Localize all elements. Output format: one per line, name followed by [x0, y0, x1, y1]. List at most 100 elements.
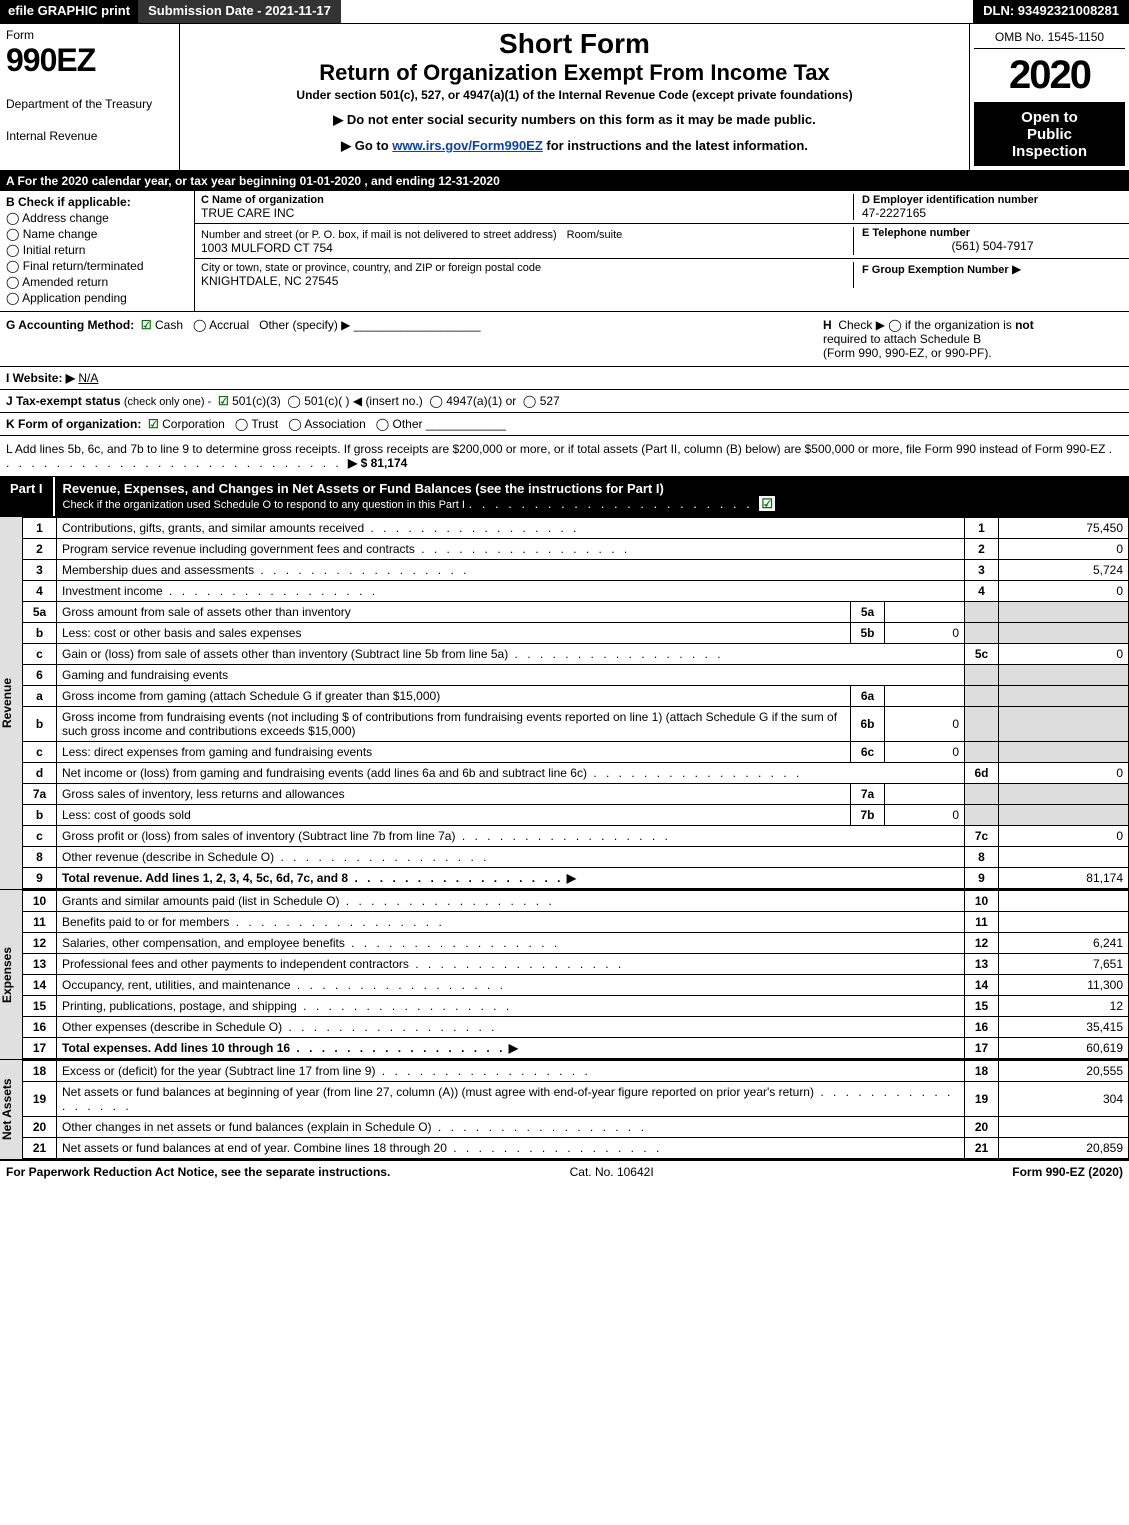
line-row: dNet income or (loss) from gaming and fu…	[23, 763, 1129, 784]
chk-address[interactable]: ◯ Address change	[6, 211, 188, 225]
h-text1: Check ▶ ◯ if the organization is	[838, 318, 1011, 332]
mid-amount: 0	[885, 742, 965, 763]
expenses-block: Expenses 10Grants and similar amounts pa…	[0, 890, 1129, 1060]
line-desc: Net income or (loss) from gaming and fun…	[57, 763, 965, 784]
right-amount: 0	[999, 644, 1129, 665]
line-row: 1Contributions, gifts, grants, and simil…	[23, 518, 1129, 539]
line-row: 9Total revenue. Add lines 1, 2, 3, 4, 5c…	[23, 868, 1129, 889]
chk-pending[interactable]: ◯ Application pending	[6, 291, 188, 305]
line-row: 7aGross sales of inventory, less returns…	[23, 784, 1129, 805]
line-row: 4Investment income . . . . . . . . . . .…	[23, 581, 1129, 602]
line-row: 12Salaries, other compensation, and empl…	[23, 933, 1129, 954]
chk-final[interactable]: ◯ Final return/terminated	[6, 259, 188, 273]
other-specify[interactable]: Other (specify) ▶	[259, 318, 350, 332]
h-not: not	[1015, 318, 1034, 332]
line-number: 9	[23, 868, 57, 889]
line-j: J Tax-exempt status (check only one) - ☑…	[0, 390, 1129, 413]
insp1: Open to	[1021, 109, 1078, 126]
right-amount: 0	[999, 581, 1129, 602]
chk-cash[interactable]: ☑	[141, 318, 152, 332]
grey-cell	[965, 623, 999, 644]
k-other[interactable]: Other	[393, 417, 423, 431]
mid-amount	[885, 602, 965, 623]
mid-amount: 0	[885, 707, 965, 742]
dln: DLN: 93492321008281	[973, 0, 1129, 23]
line-desc: Program service revenue including govern…	[57, 539, 965, 560]
right-amount: 7,651	[999, 954, 1129, 975]
footer-row: For Paperwork Reduction Act Notice, see …	[0, 1160, 1129, 1183]
right-amount: 35,415	[999, 1017, 1129, 1038]
line-desc: Less: cost or other basis and sales expe…	[57, 623, 851, 644]
grey-cell	[999, 707, 1129, 742]
section-cdef: C Name of organization TRUE CARE INC D E…	[195, 191, 1129, 311]
j-501c[interactable]: 501(c)( )	[304, 394, 349, 408]
grey-cell	[965, 602, 999, 623]
website-value: N/A	[78, 371, 98, 385]
instr-pre: ▶ Go to	[341, 138, 392, 153]
h-text3: (Form 990, 990-EZ, or 990-PF).	[823, 346, 992, 360]
j-4947[interactable]: 4947(a)(1) or	[446, 394, 516, 408]
line-row: 20Other changes in net assets or fund ba…	[23, 1117, 1129, 1138]
chk-corp[interactable]: ☑	[148, 417, 159, 431]
line-number: 11	[23, 912, 57, 933]
part1-header: Part I Revenue, Expenses, and Changes in…	[0, 477, 1129, 517]
i-label: I Website: ▶	[6, 371, 75, 385]
f-label: F Group Exemption Number	[862, 264, 1009, 276]
j-527[interactable]: 527	[540, 394, 560, 408]
mid-amount	[885, 686, 965, 707]
right-amount	[999, 1117, 1129, 1138]
netassets-block: Net Assets 18Excess or (deficit) for the…	[0, 1060, 1129, 1160]
right-amount	[999, 912, 1129, 933]
city-label: City or town, state or province, country…	[201, 262, 853, 274]
line-desc: Net assets or fund balances at beginning…	[57, 1082, 965, 1117]
k-assoc[interactable]: Association	[304, 417, 365, 431]
right-line-label: 21	[965, 1138, 999, 1159]
mid-line-label: 7a	[851, 784, 885, 805]
line-number: c	[23, 826, 57, 847]
line-row: 14Occupancy, rent, utilities, and mainte…	[23, 975, 1129, 996]
section-h: H Check ▶ ◯ if the organization is not r…	[823, 318, 1123, 360]
line-number: 13	[23, 954, 57, 975]
line-number: b	[23, 623, 57, 644]
part1-title: Revenue, Expenses, and Changes in Net As…	[55, 477, 1129, 516]
right-line-label: 13	[965, 954, 999, 975]
chk-amended[interactable]: ◯ Amended return	[6, 275, 188, 289]
paperwork-notice: For Paperwork Reduction Act Notice, see …	[6, 1165, 390, 1179]
right-amount: 0	[999, 539, 1129, 560]
line-number: b	[23, 707, 57, 742]
line-number: b	[23, 805, 57, 826]
line-desc: Gaming and fundraising events	[57, 665, 965, 686]
right-line-label: 14	[965, 975, 999, 996]
mid-line-label: 7b	[851, 805, 885, 826]
part1-label: Part I	[0, 477, 55, 516]
right-line-label: 12	[965, 933, 999, 954]
line-row: 15Printing, publications, postage, and s…	[23, 996, 1129, 1017]
right-line-label: 6d	[965, 763, 999, 784]
line-row: bGross income from fundraising events (n…	[23, 707, 1129, 742]
line-number: a	[23, 686, 57, 707]
irs-link[interactable]: www.irs.gov/Form990EZ	[392, 138, 543, 153]
line-row: 2Program service revenue including gover…	[23, 539, 1129, 560]
line-row: 3Membership dues and assessments . . . .…	[23, 560, 1129, 581]
insp3: Inspection	[1012, 143, 1087, 160]
accrual-label[interactable]: Accrual	[209, 318, 249, 332]
line-desc: Excess or (deficit) for the year (Subtra…	[57, 1061, 965, 1082]
mid-line-label: 6a	[851, 686, 885, 707]
chk-501c3[interactable]: ☑	[218, 394, 229, 408]
grey-cell	[965, 665, 999, 686]
city-state-zip: KNIGHTDALE, NC 27545	[201, 274, 853, 288]
part1-sub: Check if the organization used Schedule …	[63, 499, 465, 511]
k-trust[interactable]: Trust	[251, 417, 278, 431]
line-row: 13Professional fees and other payments t…	[23, 954, 1129, 975]
form-number: 990EZ	[6, 42, 173, 79]
b-title: B Check if applicable:	[6, 195, 188, 209]
chk-initial[interactable]: ◯ Initial return	[6, 243, 188, 257]
efile-label[interactable]: efile GRAPHIC print	[0, 0, 138, 23]
right-line-label: 18	[965, 1061, 999, 1082]
line-row: cGross profit or (loss) from sales of in…	[23, 826, 1129, 847]
line-desc: Printing, publications, postage, and shi…	[57, 996, 965, 1017]
chk-name[interactable]: ◯ Name change	[6, 227, 188, 241]
chk-schedule-o[interactable]: ☑	[759, 496, 775, 511]
mid-line-label: 5b	[851, 623, 885, 644]
line-number: 10	[23, 891, 57, 912]
